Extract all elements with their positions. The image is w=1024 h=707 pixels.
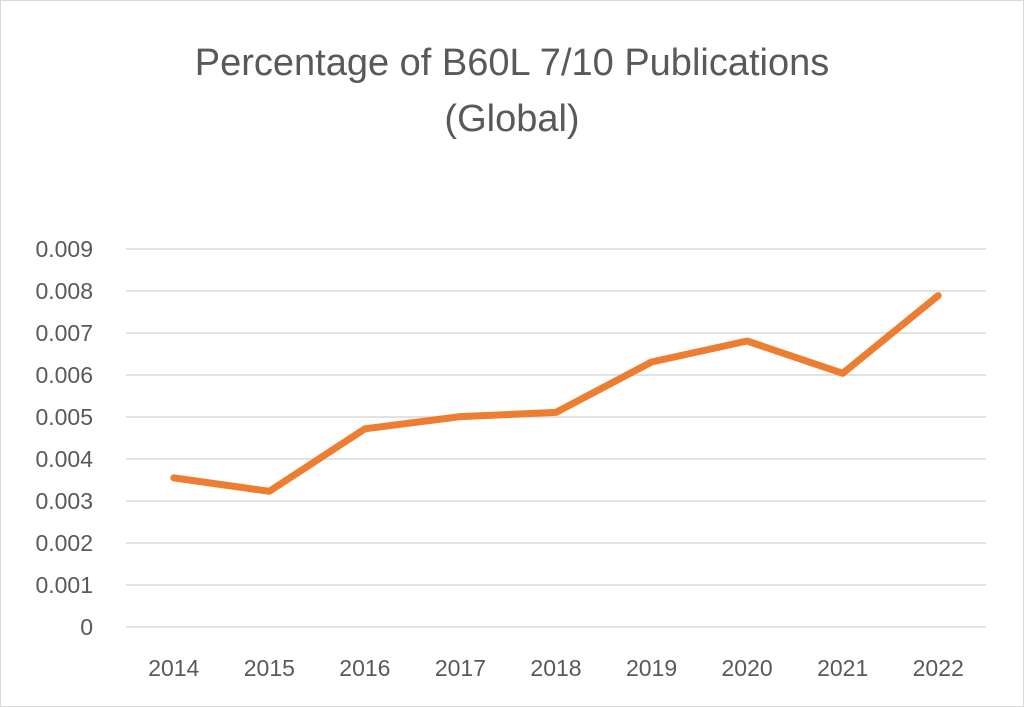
x-tick-label: 2016 [339,655,390,681]
gridlines [126,248,986,628]
y-tick-label: 0.009 [35,236,93,262]
x-tick-label: 2020 [722,655,773,681]
x-tick-label: 2021 [817,655,868,681]
y-tick-label: 0.005 [35,404,93,430]
y-tick-label: 0.003 [35,488,93,514]
y-tick-label: 0.007 [35,320,93,346]
x-axis-tick-labels: 2014 2015 2016 2017 2018 2019 2020 2021 2022 [148,655,964,681]
y-tick-label: 0.004 [35,446,93,472]
chart-title-line-2: (Global) [444,98,580,140]
x-tick-label: 2022 [913,655,964,681]
chart-title-line-1: Percentage of B60L 7/10 Publications [194,42,830,84]
x-tick-label: 2017 [435,655,486,681]
y-tick-label: 0.001 [35,572,93,598]
series-group [170,292,942,495]
series-line [170,292,942,495]
y-tick-label: 0.008 [35,278,93,304]
x-tick-label: 2018 [530,655,581,681]
x-tick-label: 2015 [244,655,295,681]
y-tick-label: 0 [80,614,93,640]
x-tick-label: 2014 [148,655,199,681]
y-tick-label: 0.006 [35,362,93,388]
y-tick-label: 0.002 [35,530,93,556]
y-axis-tick-labels: 0 0.001 0.002 0.003 0.004 0.005 0.006 0.007 0.00… [35,236,93,640]
x-tick-label: 2019 [626,655,677,681]
chart-title: Percentage of B60L 7/10 Publications (Gl… [1,35,1023,147]
